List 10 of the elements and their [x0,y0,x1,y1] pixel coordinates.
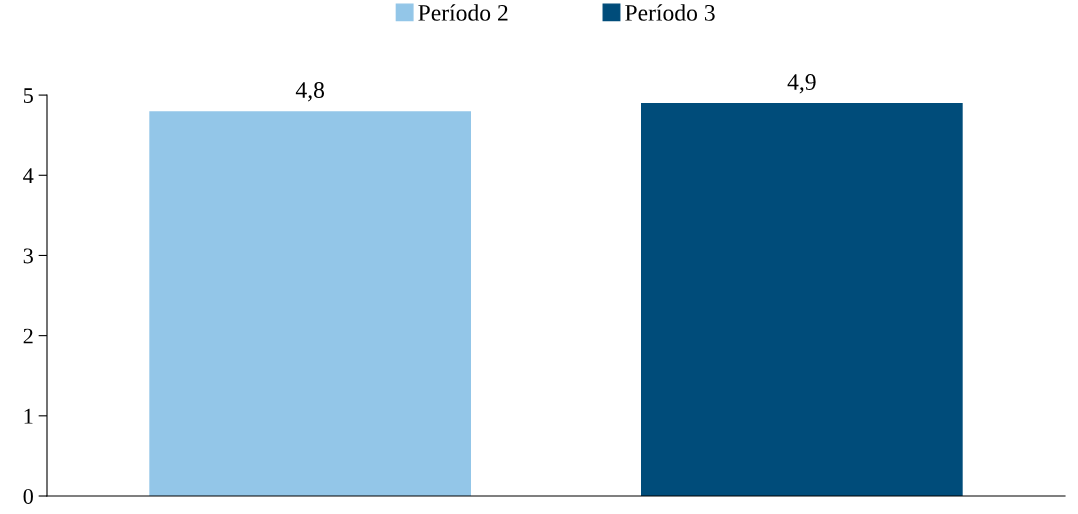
y-tick-label: 3 [23,248,33,264]
legend-label: Período 3 [625,4,715,21]
y-tick-label: 0 [23,488,33,504]
legend-label: Período 2 [418,4,508,21]
data-label: 4,8 [295,82,325,102]
data-label: 4,9 [787,74,816,94]
y-tick-label: 5 [23,88,33,104]
y-tick-label: 4 [23,168,34,183]
y-tick-label: 1 [24,408,33,424]
y-tick-label: 2 [23,328,33,344]
